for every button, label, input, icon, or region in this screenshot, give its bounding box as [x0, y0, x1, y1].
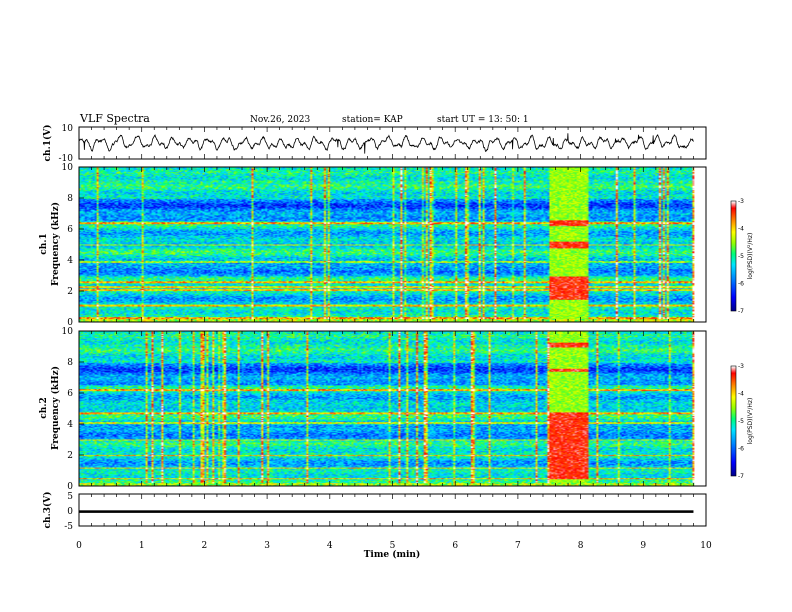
ch1-spectrogram-image [79, 167, 706, 322]
time-tick-label: 0 [76, 541, 82, 551]
ch2-spec-ylabel-line2: Frequency (kHz) [50, 366, 61, 450]
time-axis-label: Time (min) [364, 549, 421, 560]
frequency-tick-label: 6 [67, 389, 73, 399]
frequency-tick-label: 10 [62, 327, 74, 337]
colorbar-tick-label: -7 [738, 308, 744, 315]
time-tick-label: 4 [327, 541, 333, 551]
frequency-tick-label: 10 [62, 163, 74, 173]
ch1-spec-ylabel-line2: Frequency (kHz) [50, 202, 61, 286]
frequency-tick-label: 0 [67, 482, 73, 492]
ch2-colorbar-gradient [731, 366, 736, 476]
colorbar-tick-label: -7 [738, 473, 744, 480]
date-label: Nov.26, 2023 [250, 115, 311, 125]
ch1-colorbar-label: log(PSD)(V²/Hz) [747, 233, 754, 280]
frequency-tick-label: 8 [67, 358, 73, 368]
time-tick-label: 5 [390, 541, 396, 551]
ch1-waveform-trace [78, 133, 694, 154]
ch2-spec-ylabel-line1: ch.2 [39, 397, 49, 418]
colorbar-tick-label: -3 [738, 198, 744, 205]
ch3-ylabel: ch.3(V) [42, 492, 53, 529]
ch1-spec-ylabel-line1: ch.1 [39, 233, 49, 254]
ch1-waveform-panel: 10 -10 ch.1(V) [42, 124, 707, 164]
frequency-tick-label: 4 [67, 420, 73, 430]
ch2-spectrogram-panel: ch.2 Frequency (kHz) 0 2 4 6 8 10 [39, 327, 707, 492]
station-label: station= KAP [342, 115, 403, 125]
time-tick-label: 1 [139, 541, 145, 551]
panel-tick-marks [78, 127, 707, 526]
colorbar-tick-label: -6 [738, 281, 744, 288]
colorbar-tick-label: -4 [738, 226, 744, 233]
ch3-ytick-mid: 0 [67, 507, 73, 517]
frequency-tick-label: 2 [67, 287, 73, 297]
time-tick-label: 2 [202, 541, 208, 551]
ch3-ytick-bottom: -5 [64, 522, 73, 532]
time-tick-label: 3 [264, 541, 270, 551]
ch2-colorbar: -3 -4 -5 -6 -7 log(PSD)(V²/Hz) [730, 363, 754, 480]
colorbar-tick-label: -5 [738, 253, 744, 260]
time-tick-label: 10 [700, 541, 712, 551]
ch3-waveform-frame [78, 493, 707, 527]
ch1-colorbar-frame [730, 200, 737, 312]
time-tick-label: 8 [578, 541, 584, 551]
ch3-signal-band [79, 510, 694, 513]
ch3-waveform-panel: 5 0 -5 ch.3(V) 0 1 2 3 4 5 6 7 8 9 10 Time (min) [42, 492, 712, 560]
time-tick-label: 6 [452, 541, 458, 551]
time-tick-label: 9 [640, 541, 646, 551]
ch2-spectrogram-image [79, 331, 706, 486]
time-tick-label: 7 [515, 541, 521, 551]
frequency-tick-label: 6 [67, 225, 73, 235]
ch1-spectrogram-panel: ch.1 Frequency (kHz) 0 2 4 6 8 10 [39, 163, 707, 328]
ch3-ytick-top: 5 [67, 492, 73, 502]
frequency-tick-label: 4 [67, 256, 73, 266]
frequency-tick-label: 0 [67, 318, 73, 328]
ch1-ytick-bottom: -10 [59, 154, 74, 164]
colorbar-tick-label: -5 [738, 418, 744, 425]
ch2-colorbar-label: log(PSD)(V²/Hz) [747, 398, 754, 445]
colorbar-tick-label: -4 [738, 391, 744, 398]
ch1-colorbar: -3 -4 -5 -6 -7 log(PSD)(V²/Hz) [730, 198, 754, 315]
ch1-ytick-top: 10 [62, 124, 74, 134]
ch2-colorbar-frame [730, 365, 737, 477]
colorbar-tick-label: -3 [738, 363, 744, 370]
start-time-label: start UT = 13: 50: 1 [437, 115, 529, 125]
colorbar-tick-label: -6 [738, 446, 744, 453]
ch1-ylabel: ch.1(V) [42, 125, 53, 162]
frequency-tick-label: 8 [67, 194, 73, 204]
figure-title: VLF Spectra [79, 112, 150, 125]
ch1-colorbar-gradient [731, 201, 736, 311]
frequency-tick-label: 2 [67, 451, 73, 461]
